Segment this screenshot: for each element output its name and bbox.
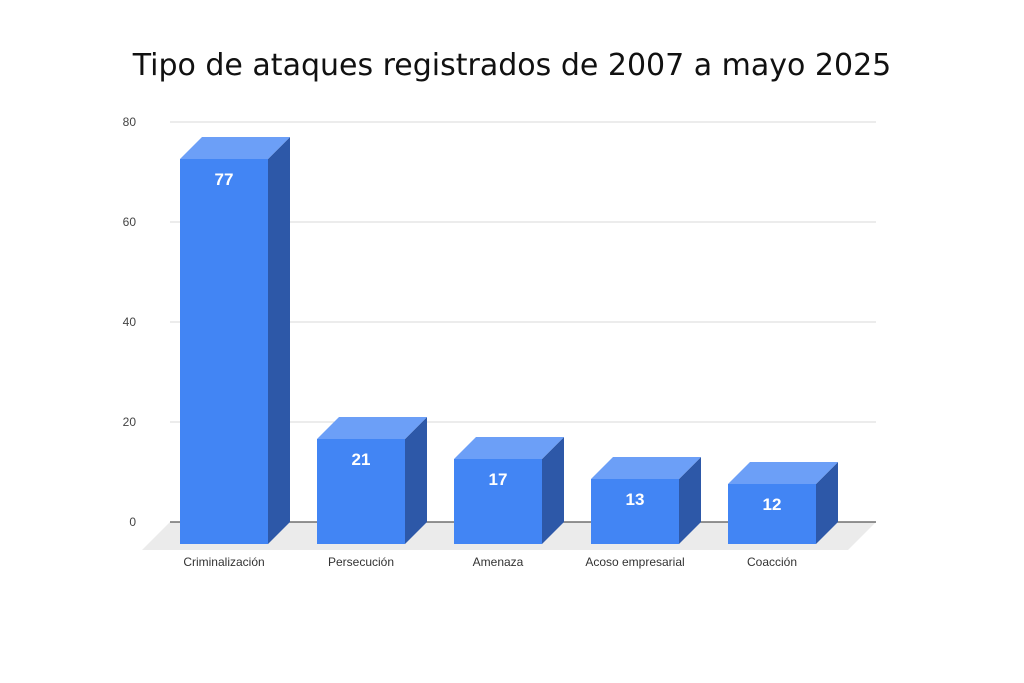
bar-side xyxy=(816,462,838,544)
x-tick-label: Acoso empresarial xyxy=(585,555,684,569)
bar-top xyxy=(454,437,564,459)
x-tick-label: Coacción xyxy=(747,555,797,569)
bar-top xyxy=(317,417,427,439)
y-tick-label: 20 xyxy=(123,415,137,429)
x-tick-label: Criminalización xyxy=(183,555,264,569)
bar xyxy=(591,479,679,544)
bar xyxy=(728,484,816,544)
x-tick-label: Amenaza xyxy=(473,555,524,569)
bar-top xyxy=(728,462,838,484)
bar-side xyxy=(679,457,701,544)
bar-top xyxy=(591,457,701,479)
bar-top xyxy=(180,137,290,159)
bar xyxy=(317,439,405,544)
bar xyxy=(454,459,542,544)
bar-side xyxy=(542,437,564,544)
y-tick-label: 60 xyxy=(123,215,137,229)
data-label: 13 xyxy=(626,490,645,509)
chart-title: Tipo de ataques registrados de 2007 a ma… xyxy=(132,48,892,83)
bar-side xyxy=(405,417,427,544)
data-label: 77 xyxy=(215,170,234,189)
data-label: 21 xyxy=(352,450,371,469)
x-tick-label: Persecución xyxy=(328,555,394,569)
bar-side xyxy=(268,137,290,544)
y-tick-label: 0 xyxy=(129,515,136,529)
y-tick-label: 40 xyxy=(123,315,137,329)
y-tick-label: 80 xyxy=(123,115,137,129)
data-label: 17 xyxy=(489,470,508,489)
data-label: 12 xyxy=(763,495,782,514)
bar xyxy=(180,159,268,544)
